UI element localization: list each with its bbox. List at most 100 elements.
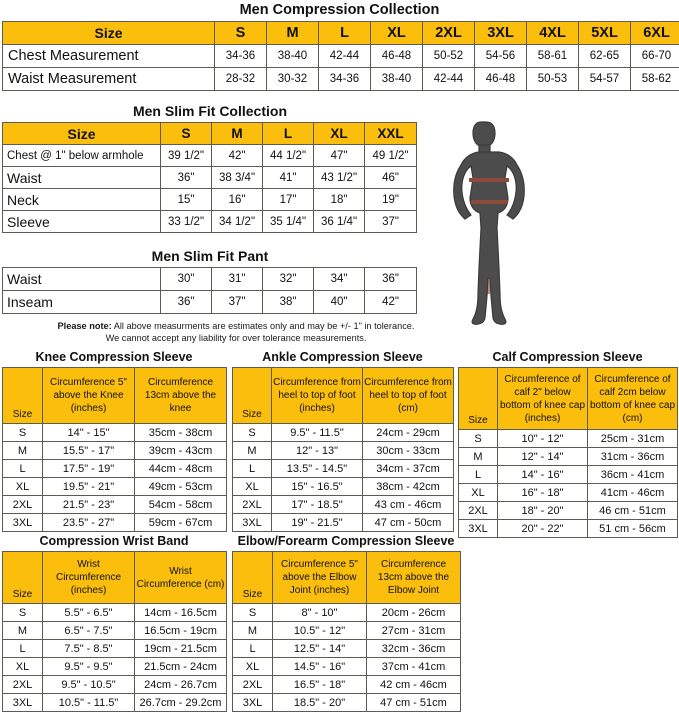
pant-waist-label: Waist (3, 268, 161, 291)
table-cell: 38 3/4" (212, 167, 263, 189)
size-cell: M (459, 448, 498, 466)
table-cell: 18.5" - 20" (273, 694, 367, 712)
size-cell: 2XL (233, 496, 272, 514)
table-cell: 19" - 21.5" (272, 514, 363, 532)
table-cell: 42" (212, 145, 263, 167)
table-row: S 10" - 12" 25cm - 31cm (459, 430, 678, 448)
table-cell: 37" (365, 211, 417, 233)
table-row: Inseam 36" 37" 38" 40" 42" (3, 291, 417, 314)
slimfit-size-m: M (212, 123, 263, 145)
table-cell: 34-36 (319, 68, 371, 91)
table-cell: 44 1/2" (263, 145, 314, 167)
table-row: S 5.5" - 6.5" 14cm - 16.5cm (3, 604, 227, 622)
table-row: 2XL 21.5" - 23" 54cm - 58cm (3, 496, 227, 514)
calf-size-header: Size (459, 368, 498, 430)
compression-table-title: Men Compression Collection (2, 2, 677, 18)
size-cell: 3XL (233, 694, 273, 712)
table-cell: 47" (314, 145, 365, 167)
ankle-col2-header: Circumference from heel to top of foot (… (363, 368, 454, 424)
size-cell: M (3, 442, 43, 460)
slimfit-size-xxl: XXL (365, 123, 417, 145)
table-row: L 7.5" - 8.5" 19cm - 21.5cm (3, 640, 227, 658)
table-cell: 28-32 (215, 68, 267, 91)
table-cell: 33 1/2" (161, 211, 212, 233)
size-cell: 3XL (459, 520, 498, 538)
table-cell: 35 1/4" (263, 211, 314, 233)
table-cell: 12" - 13" (272, 442, 363, 460)
table-row: Waist 36" 38 3/4" 41" 43 1/2" 46" (3, 167, 417, 189)
table-cell: 30cm - 33cm (363, 442, 454, 460)
table-row: M 12" - 13" 30cm - 33cm (233, 442, 454, 460)
table-cell: 9.5" - 10.5" (43, 676, 135, 694)
table-cell: 14cm - 16.5cm (135, 604, 227, 622)
table-cell: 36 1/4" (314, 211, 365, 233)
table-cell: 20" - 22" (498, 520, 588, 538)
size-cell: 2XL (459, 502, 498, 520)
table-cell: 23.5" - 27" (43, 514, 135, 532)
table-cell: 5.5" - 6.5" (43, 604, 135, 622)
elbow-table-title: Elbow/Forearm Compression Sleeve (232, 534, 460, 548)
table-row: L 17.5" - 19" 44cm - 48cm (3, 460, 227, 478)
table-cell: 38-40 (267, 45, 319, 68)
slimfit-table-title: Men Slim Fit Collection (2, 103, 418, 119)
ankle-size-header: Size (233, 368, 272, 424)
slimfit-sleeve-label: Sleeve (3, 211, 161, 233)
table-row: M 10.5" - 12" 27cm - 31cm (233, 622, 461, 640)
table-row: 2XL 16.5" - 18" 42 cm - 46cm (233, 676, 461, 694)
table-cell: 50-53 (527, 68, 579, 91)
compression-size-6xl: 6XL (631, 22, 679, 45)
ankle-col1-header: Circumference from heel to top of foot (… (272, 368, 363, 424)
table-cell: 46 cm - 51cm (588, 502, 678, 520)
slimfit-size-l: L (263, 123, 314, 145)
table-cell: 41cm - 46cm (588, 484, 678, 502)
compression-size-l: L (319, 22, 371, 45)
pant-inseam-label: Inseam (3, 291, 161, 314)
compression-waist-label: Waist Measurement (3, 68, 215, 91)
table-row: M 12" - 14" 31cm - 36cm (459, 448, 678, 466)
table-row: 3XL 18.5" - 20" 47 cm - 51cm (233, 694, 461, 712)
chest-measure-line (469, 178, 509, 182)
table-cell: 43 1/2" (314, 167, 365, 189)
calf-col2-header: Circumference of calf 2cm below bottom o… (588, 368, 678, 430)
table-cell: 37" (212, 291, 263, 314)
elbow-size-table: Size Circumference 5" above the Elbow Jo… (232, 551, 461, 712)
table-cell: 19cm - 21.5cm (135, 640, 227, 658)
calf-size-table: Size Circumference of calf 2" below bott… (458, 367, 678, 538)
table-row: M 15.5" - 17" 39cm - 43cm (3, 442, 227, 460)
size-cell: S (233, 424, 272, 442)
table-cell: 21.5" - 23" (43, 496, 135, 514)
table-cell: 30-32 (267, 68, 319, 91)
table-cell: 20cm - 26cm (367, 604, 461, 622)
calf-table-title: Calf Compression Sleeve (458, 350, 677, 364)
table-cell: 39 1/2" (161, 145, 212, 167)
table-cell: 54-56 (475, 45, 527, 68)
table-cell: 38-40 (371, 68, 423, 91)
pant-size-table: Waist 30" 31" 32" 34" 36" Inseam 36" 37"… (2, 267, 417, 314)
table-cell: 59cm - 67cm (135, 514, 227, 532)
compression-size-s: S (215, 22, 267, 45)
table-cell: 39cm - 43cm (135, 442, 227, 460)
table-cell: 12" - 14" (498, 448, 588, 466)
slimfit-header-row: Size S M L XL XXL (3, 123, 417, 145)
elbow-size-header: Size (233, 552, 273, 604)
wrist-col2-header: Wrist Circumference (cm) (135, 552, 227, 604)
table-cell: 25cm - 31cm (588, 430, 678, 448)
table-cell: 16" (212, 189, 263, 211)
table-row: XL 14.5" - 16" 37cm - 41cm (233, 658, 461, 676)
table-cell: 44cm - 48cm (135, 460, 227, 478)
wrist-header-row: Size Wrist Circumference (inches) Wrist … (3, 552, 227, 604)
table-cell: 42" (365, 291, 417, 314)
table-cell: 19" (365, 189, 417, 211)
ankle-compression-sleeve-section: Ankle Compression Sleeve Size Circumfere… (232, 350, 453, 532)
size-cell: 3XL (3, 514, 43, 532)
tolerance-note: Please note: All above measurments are e… (4, 320, 468, 344)
table-cell: 14" - 15" (43, 424, 135, 442)
elbow-header-row: Size Circumference 5" above the Elbow Jo… (233, 552, 461, 604)
table-cell: 19.5" - 21" (43, 478, 135, 496)
mannequin-svg (440, 118, 540, 333)
table-cell: 24cm - 26.7cm (135, 676, 227, 694)
table-cell: 49cm - 53cm (135, 478, 227, 496)
knee-col2-header: Circumference 13cm above the knee (135, 368, 227, 424)
table-cell: 32cm - 36cm (367, 640, 461, 658)
